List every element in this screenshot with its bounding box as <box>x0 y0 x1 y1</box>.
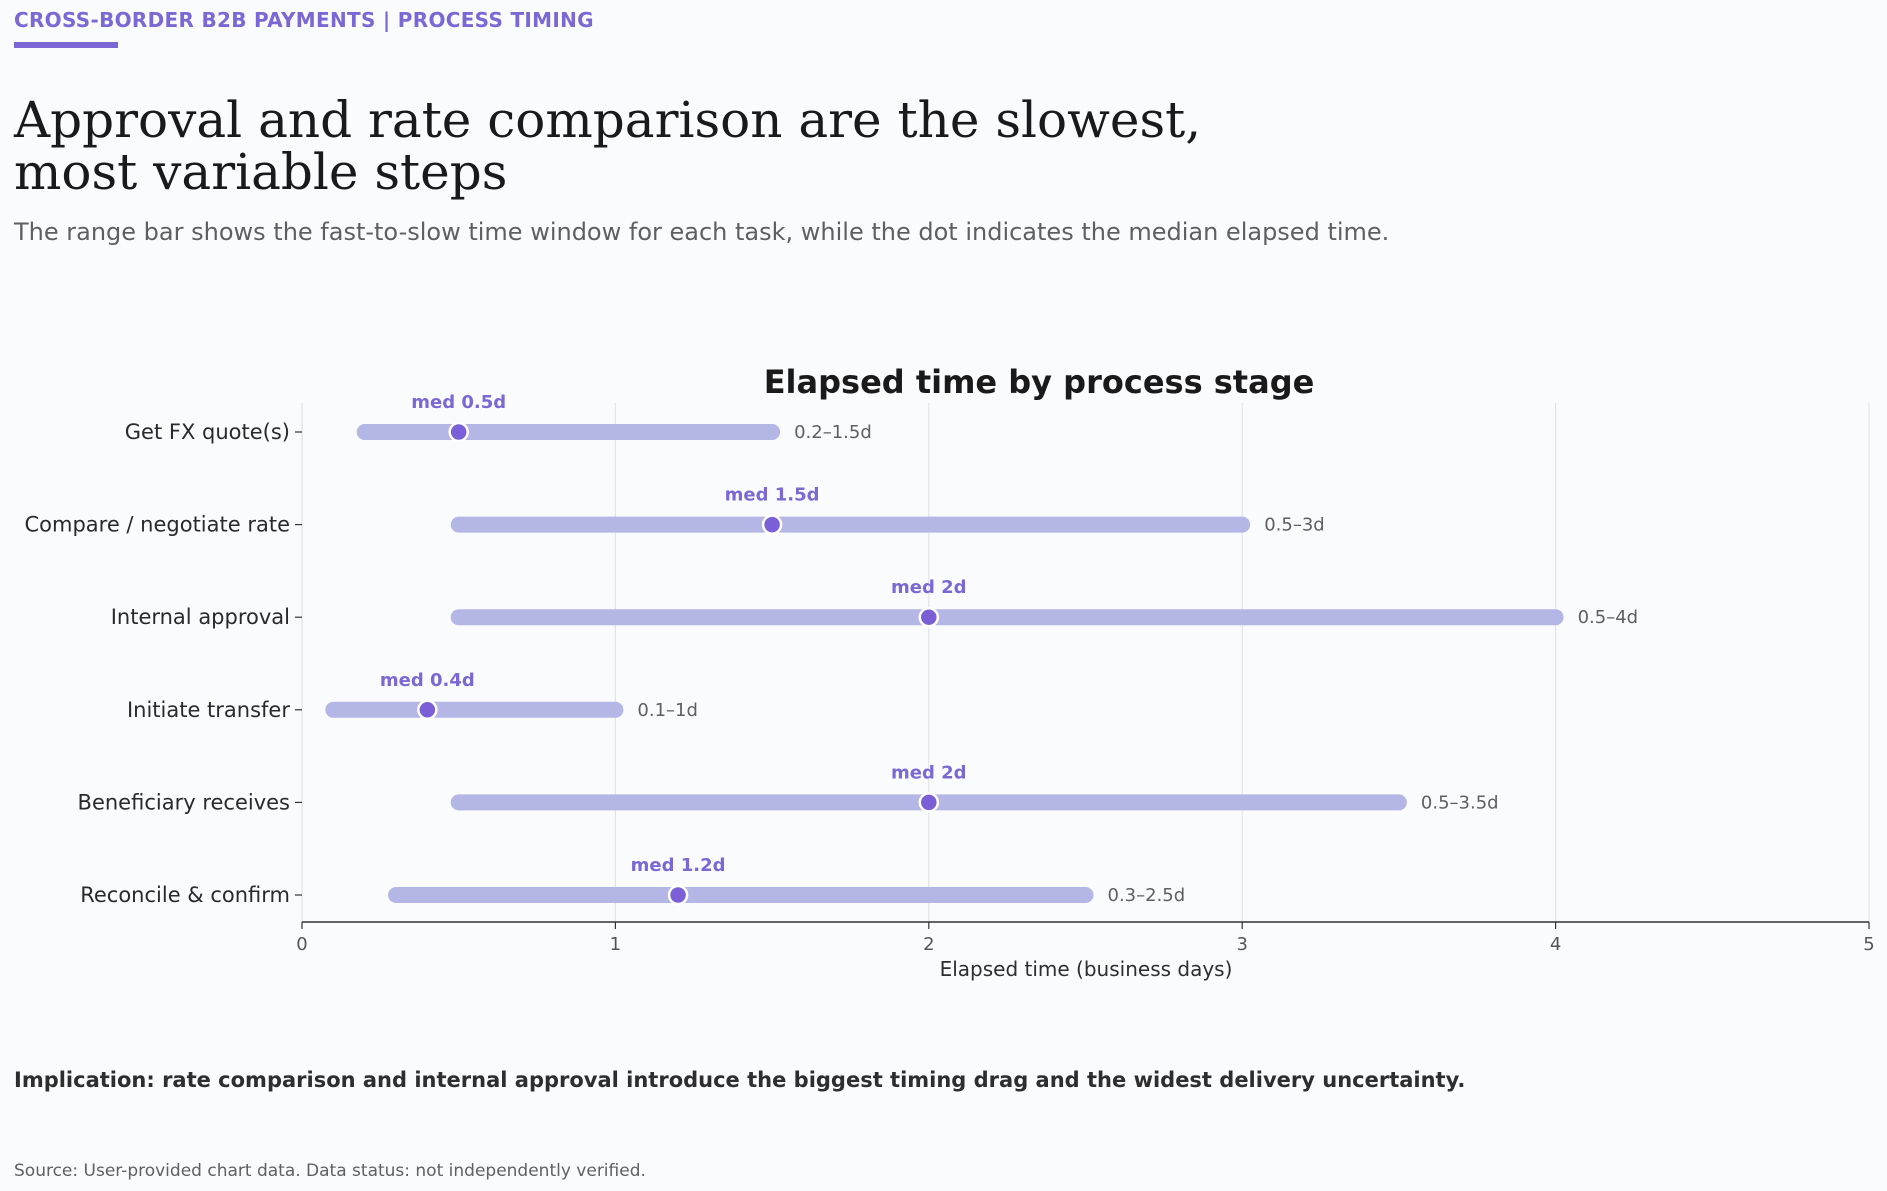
median-label: med 2d <box>891 577 967 598</box>
x-axis-label: Elapsed time (business days) <box>940 957 1233 981</box>
range-dot-chart: Elapsed time by process stage 0.2–1.5d me… <box>24 363 1875 981</box>
median-dot <box>667 884 689 906</box>
range-label: 0.1–1d <box>637 700 698 721</box>
median-dot <box>918 606 940 628</box>
median-dot <box>448 421 469 443</box>
median-dot <box>918 792 940 813</box>
median-label: med 1.5d <box>725 485 820 506</box>
headline-line-1: Approval and rate comparison are the slo… <box>14 91 1202 149</box>
range-label: 0.3–2.5d <box>1108 885 1186 906</box>
x-tick-label: 1 <box>610 934 621 955</box>
chart-title: Elapsed time by process stage <box>764 363 1315 401</box>
median-label: med 1.2d <box>631 855 726 876</box>
y-axis-labels: Get FX quote(s) Compare / negotiate rate I… <box>24 420 302 907</box>
x-tick-label: 0 <box>296 934 307 955</box>
median-dot <box>417 699 438 721</box>
stage-label: Initiate transfer <box>127 698 290 722</box>
range-label: 0.5–3d <box>1264 515 1325 536</box>
median-label: med 0.5d <box>411 392 506 413</box>
kicker: CROSS-BORDER B2B PAYMENTS | PROCESS TIMI… <box>14 8 594 32</box>
median-label: med 2d <box>891 762 967 783</box>
stage-label: Get FX quote(s) <box>125 420 290 444</box>
stage-label: Beneficiary receives <box>78 790 290 814</box>
gridlines <box>301 403 1870 922</box>
implication-text: Implication: rate comparison and interna… <box>14 1068 1466 1092</box>
x-tick-label: 5 <box>1863 934 1874 955</box>
stage-label: Internal approval <box>111 605 290 629</box>
median-dot <box>761 514 783 535</box>
subhead: The range bar shows the fast-to-slow tim… <box>14 218 1390 246</box>
range-bars: 0.2–1.5d med 0.5d 0.5–3d med 1.5d 0.5–4d med … <box>325 392 1639 906</box>
x-tick-label: 2 <box>923 934 934 955</box>
stage-label: Compare / negotiate rate <box>24 513 290 537</box>
x-tick-label: 4 <box>1550 934 1561 955</box>
range-label: 0.2–1.5d <box>794 422 872 443</box>
stage-label: Reconcile & confirm <box>80 883 290 907</box>
x-tick-label: 3 <box>1236 934 1247 955</box>
x-axis: 0 1 2 3 4 5 <box>296 403 1875 955</box>
headline: Approval and rate comparison are the slo… <box>14 94 1201 198</box>
median-label: med 0.4d <box>380 670 475 691</box>
kicker-accent-bar <box>14 42 118 48</box>
range-label: 0.5–4d <box>1578 607 1639 628</box>
range-label: 0.5–3.5d <box>1421 792 1499 813</box>
headline-line-2: most variable steps <box>14 143 508 201</box>
source-note: Source: User-provided chart data. Data s… <box>14 1161 646 1181</box>
